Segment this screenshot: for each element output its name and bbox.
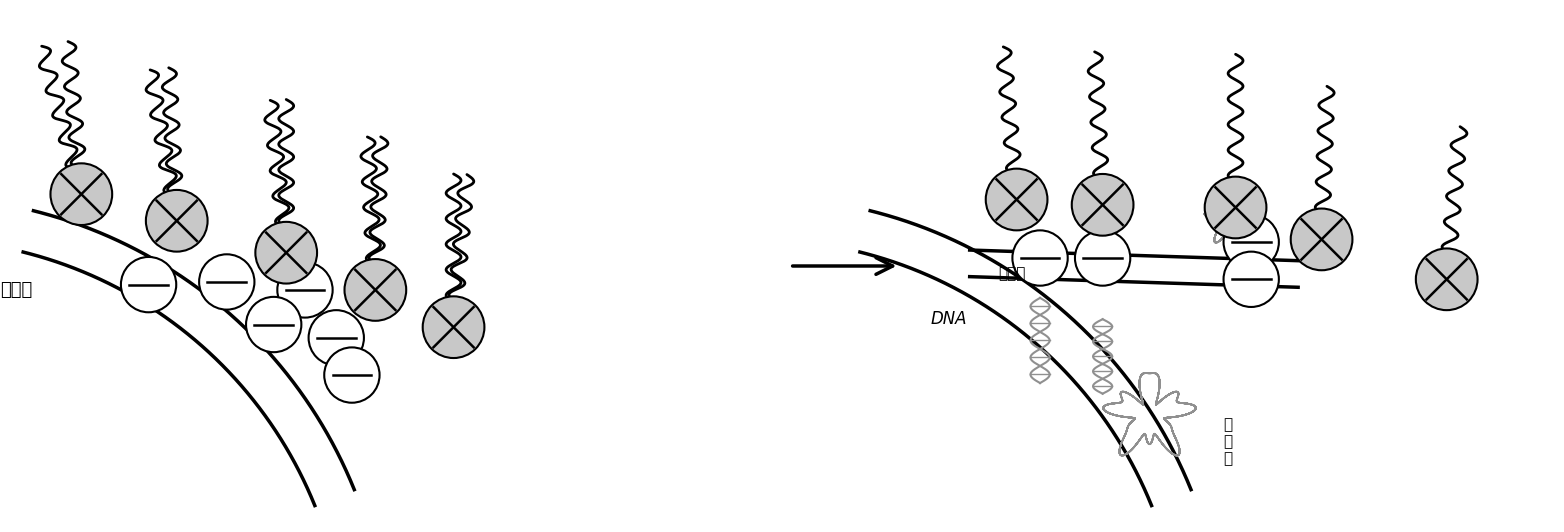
Ellipse shape	[1290, 209, 1353, 270]
Ellipse shape	[308, 310, 364, 365]
Text: 细胞膜: 细胞膜	[0, 281, 33, 299]
Text: 细胞膜: 细胞膜	[998, 267, 1026, 281]
Ellipse shape	[985, 169, 1048, 230]
Ellipse shape	[246, 297, 302, 352]
Ellipse shape	[324, 347, 380, 403]
Ellipse shape	[1071, 174, 1134, 236]
Ellipse shape	[1074, 230, 1131, 286]
Ellipse shape	[344, 259, 407, 321]
Ellipse shape	[255, 222, 317, 284]
Ellipse shape	[1204, 177, 1267, 238]
Ellipse shape	[1415, 248, 1478, 310]
Ellipse shape	[1223, 214, 1279, 270]
Ellipse shape	[1012, 230, 1068, 286]
Ellipse shape	[50, 163, 113, 225]
Ellipse shape	[422, 296, 485, 358]
Ellipse shape	[277, 262, 333, 318]
Ellipse shape	[120, 257, 177, 312]
Text: DNA: DNA	[931, 310, 967, 328]
Text: 蛋
白
质: 蛋 白 质	[1223, 417, 1232, 467]
Ellipse shape	[145, 190, 208, 252]
Ellipse shape	[199, 254, 255, 310]
Ellipse shape	[1223, 252, 1279, 307]
